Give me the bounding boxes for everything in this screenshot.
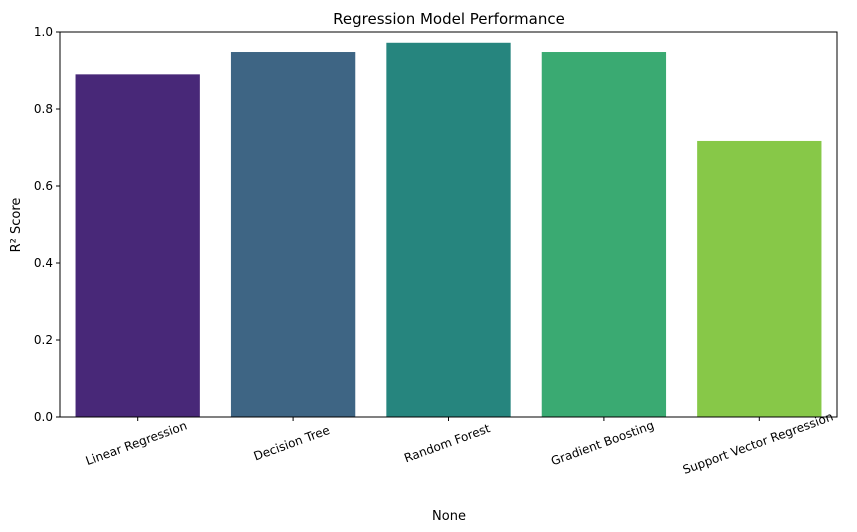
x-tick-label: Gradient Boosting <box>549 418 656 468</box>
bar-gradient-boosting <box>541 52 667 418</box>
y-tick-label: 0.0 <box>34 410 53 424</box>
x-tick-label: Linear Regression <box>84 418 189 468</box>
y-axis-ticks: 0.0 0.2 0.4 0.6 0.8 1.0 <box>34 25 60 424</box>
y-axis-label: R² Score <box>9 198 24 253</box>
y-tick-label: 0.2 <box>34 333 53 347</box>
bar-linear-regression <box>75 74 200 417</box>
bar-random-forest <box>386 42 511 417</box>
bar-support-vector-regression <box>697 140 822 417</box>
y-tick-label: 0.6 <box>34 179 53 193</box>
y-tick-label: 0.8 <box>34 102 53 116</box>
bars-group <box>75 42 822 418</box>
bar-decision-tree <box>230 52 356 418</box>
plot-frame <box>59 31 838 418</box>
x-axis-label: None <box>432 509 466 524</box>
x-axis-ticks: Linear Regression Decision Tree Random For… <box>84 409 835 477</box>
x-tick-label: Decision Tree <box>252 423 332 463</box>
y-tick-label: 0.4 <box>34 256 53 270</box>
y-tick-label: 1.0 <box>34 25 53 39</box>
x-tick-label: Support Vector Regression <box>681 409 835 477</box>
chart-title: Regression Model Performance <box>333 10 565 28</box>
x-tick-label: Random Forest <box>402 421 492 465</box>
